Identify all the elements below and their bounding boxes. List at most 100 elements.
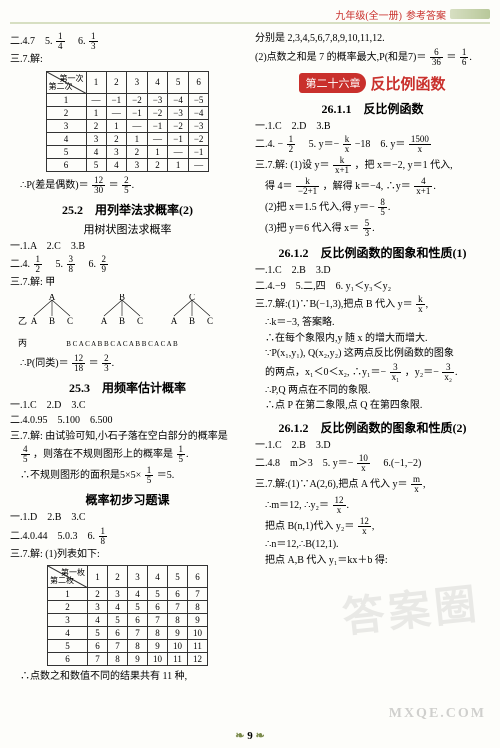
grade-label: 九年级(全一册) bbox=[335, 7, 402, 22]
table-cell: — bbox=[168, 145, 189, 158]
table-cell: 1 bbox=[147, 145, 168, 158]
text-line: ∴k＝−3, 答案略. bbox=[255, 316, 490, 330]
table-header: 4 bbox=[147, 71, 168, 93]
probability-tree: ABC ABC ABC ABC B C A C A B B C A C A B … bbox=[12, 294, 243, 350]
page-decoration: ❧ bbox=[235, 730, 244, 742]
fraction: 53 bbox=[363, 219, 372, 238]
table-cell: 9 bbox=[148, 640, 168, 653]
fraction: mx bbox=[411, 475, 422, 494]
table-cell: −1 bbox=[106, 93, 127, 106]
svg-text:C: C bbox=[207, 316, 213, 326]
table-cell: −1 bbox=[147, 119, 168, 132]
svg-text:C: C bbox=[137, 316, 143, 326]
table-diagonal-header: 第一次 第二次 bbox=[46, 71, 86, 93]
table-cell: −2 bbox=[127, 93, 148, 106]
table-cell: 9 bbox=[168, 627, 188, 640]
text-line: 三.7.解: bbox=[10, 53, 245, 67]
table-cell: 9 bbox=[128, 653, 148, 666]
fraction: 12 bbox=[34, 255, 43, 274]
table-cell: 6 bbox=[88, 640, 108, 653]
table-cell: 8 bbox=[188, 601, 208, 614]
table-cell: 5 bbox=[128, 601, 148, 614]
watermark-url: MXQE.COM bbox=[389, 706, 486, 722]
text-line: ∵P(x₁,y₁), Q(x₂,y₂) 这两点反比例函数的图象 bbox=[255, 347, 490, 361]
fraction: 12 bbox=[287, 135, 296, 154]
text-line: 二.4. 12 5. 38 6. 29 bbox=[10, 255, 245, 274]
table-header: 1 bbox=[88, 566, 108, 588]
fraction: 1500x bbox=[409, 135, 431, 154]
table-header: 1 bbox=[86, 71, 106, 93]
content-columns: 二.4.7 5. 14 6. 13 三.7.解: 第一次 第二次 1 2 3 4 bbox=[10, 30, 490, 686]
table-header: 5 bbox=[168, 566, 188, 588]
table-cell: −4 bbox=[168, 93, 189, 106]
table-cell: — bbox=[188, 158, 209, 171]
svg-text:A: A bbox=[101, 316, 108, 326]
table-cell: −3 bbox=[168, 106, 189, 119]
difference-table: 第一次 第二次 1 2 3 4 5 6 1—−1−2−3−4−521—−1−2−… bbox=[46, 71, 210, 172]
chapter-tag: 第二十六章 bbox=[299, 73, 366, 93]
fraction: 13 bbox=[89, 32, 98, 51]
table-cell: 8 bbox=[148, 627, 168, 640]
text-line: ∴m＝12, ∴y₂＝ 12x. bbox=[255, 496, 490, 515]
table-cell: −3 bbox=[188, 119, 209, 132]
text-line: ∴点数之和数值不同的结果共有 11 种, bbox=[10, 670, 245, 684]
table-cell: 3 bbox=[108, 588, 128, 601]
table-cell: 3 bbox=[106, 145, 127, 158]
table-row-header: 4 bbox=[48, 627, 88, 640]
fraction: 1218 bbox=[72, 354, 85, 373]
text-line: 二.4.−9 5.二,四 6. y₁＜y₃＜y₂ bbox=[255, 280, 490, 294]
table-row-header: 2 bbox=[48, 601, 88, 614]
table-cell: 5 bbox=[88, 627, 108, 640]
table-cell: 8 bbox=[128, 640, 148, 653]
section-subtitle: 用树状图法求概率 bbox=[10, 221, 245, 237]
section-title: 26.1.1 反比例函数 bbox=[255, 100, 490, 117]
text-line: 三.7.解: (1)列表如下: bbox=[10, 548, 245, 562]
fraction: 15 bbox=[177, 445, 186, 464]
fraction: 636 bbox=[430, 48, 443, 67]
svg-text:B C A C A B B C A C A B B C A: B C A C A B B C A C A B B C A C A B bbox=[66, 340, 178, 348]
text-line: ∴n＝12,∴B(12,1). bbox=[255, 538, 490, 552]
table-cell: 3 bbox=[88, 601, 108, 614]
table-row-header: 1 bbox=[46, 93, 86, 106]
table-header: 4 bbox=[148, 566, 168, 588]
page-number: ❧ 9 ❧ bbox=[0, 729, 500, 742]
table-cell: 2 bbox=[147, 158, 168, 171]
fraction: 29 bbox=[100, 255, 109, 274]
fraction: 4x+1 bbox=[414, 177, 432, 196]
table-header: 6 bbox=[188, 566, 208, 588]
fraction: 3x₂ bbox=[442, 363, 454, 382]
table-header: 3 bbox=[128, 566, 148, 588]
table-cell: 2 bbox=[106, 132, 127, 145]
section-title: 25.2 用列举法求概率(2) bbox=[10, 201, 245, 218]
table-cell: 9 bbox=[188, 614, 208, 627]
table-cell: 11 bbox=[168, 653, 188, 666]
table-cell: −3 bbox=[147, 93, 168, 106]
table-cell: 8 bbox=[168, 614, 188, 627]
fraction: 12x bbox=[333, 496, 346, 515]
right-column: 分别是 2,3,4,5,6,7,8,9,10,11,12. (2)点数之和是 7… bbox=[255, 30, 490, 686]
fraction: 3x₁ bbox=[390, 363, 402, 382]
table-diagonal-header: 第一枚 第二枚 bbox=[48, 566, 88, 588]
section-title: 25.3 用频率估计概率 bbox=[10, 379, 245, 396]
table-cell: 6 bbox=[108, 627, 128, 640]
text-line: (2)点数之和是 7 的概率最大,P(和是7)＝ 636 ＝ 16. bbox=[255, 48, 490, 67]
table-cell: 7 bbox=[168, 601, 188, 614]
table-cell: 4 bbox=[88, 614, 108, 627]
svg-text:A: A bbox=[31, 316, 38, 326]
fraction: 85 bbox=[378, 198, 387, 217]
section-title: 26.1.2 反比例函数的图象和性质(2) bbox=[255, 419, 490, 436]
text-line: 把点 A,B 代入 y₁＝kx＋b 得: bbox=[255, 554, 490, 568]
table-cell: 6 bbox=[148, 601, 168, 614]
table-cell: 4 bbox=[106, 158, 127, 171]
table-cell: 10 bbox=[188, 627, 208, 640]
table-row-header: 2 bbox=[46, 106, 86, 119]
table-row-header: 6 bbox=[46, 158, 86, 171]
table-cell: 7 bbox=[148, 614, 168, 627]
table-cell: −4 bbox=[188, 106, 209, 119]
table-cell: 1 bbox=[106, 119, 127, 132]
table-cell: 11 bbox=[188, 640, 208, 653]
fraction: 45 bbox=[21, 445, 30, 464]
chapter-name: 反比例函数 bbox=[370, 73, 445, 94]
svg-text:B: B bbox=[49, 316, 55, 326]
table-cell: 2 bbox=[88, 588, 108, 601]
